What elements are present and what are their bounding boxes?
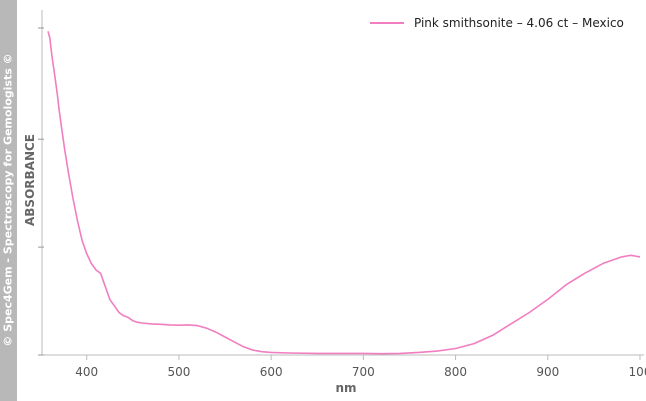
x-tick-label: 500 [167, 365, 190, 379]
series-line-pink-smithsonite [47, 31, 641, 355]
x-tick-label: 100 [629, 365, 646, 379]
x-tick-label: 400 [75, 365, 98, 379]
x-axis-title: nm [335, 381, 356, 395]
x-tick-label: 600 [260, 365, 283, 379]
legend-label: Pink smithsonite – 4.06 ct – Mexico [414, 16, 624, 30]
x-tick-label: 900 [536, 365, 559, 379]
y-axis-ticks [38, 27, 44, 356]
x-tick-label: 700 [352, 365, 375, 379]
x-tick-label: 800 [444, 365, 467, 379]
y-axis-title: ABSORBANCE [23, 134, 37, 226]
legend: Pink smithsonite – 4.06 ct – Mexico [370, 16, 624, 30]
copyright-sidebar: © Spec4Gem - Spectroscopy for Gemologist… [0, 0, 17, 401]
x-axis-ticks: 400 500 600 700 800 900 100 [75, 355, 646, 379]
